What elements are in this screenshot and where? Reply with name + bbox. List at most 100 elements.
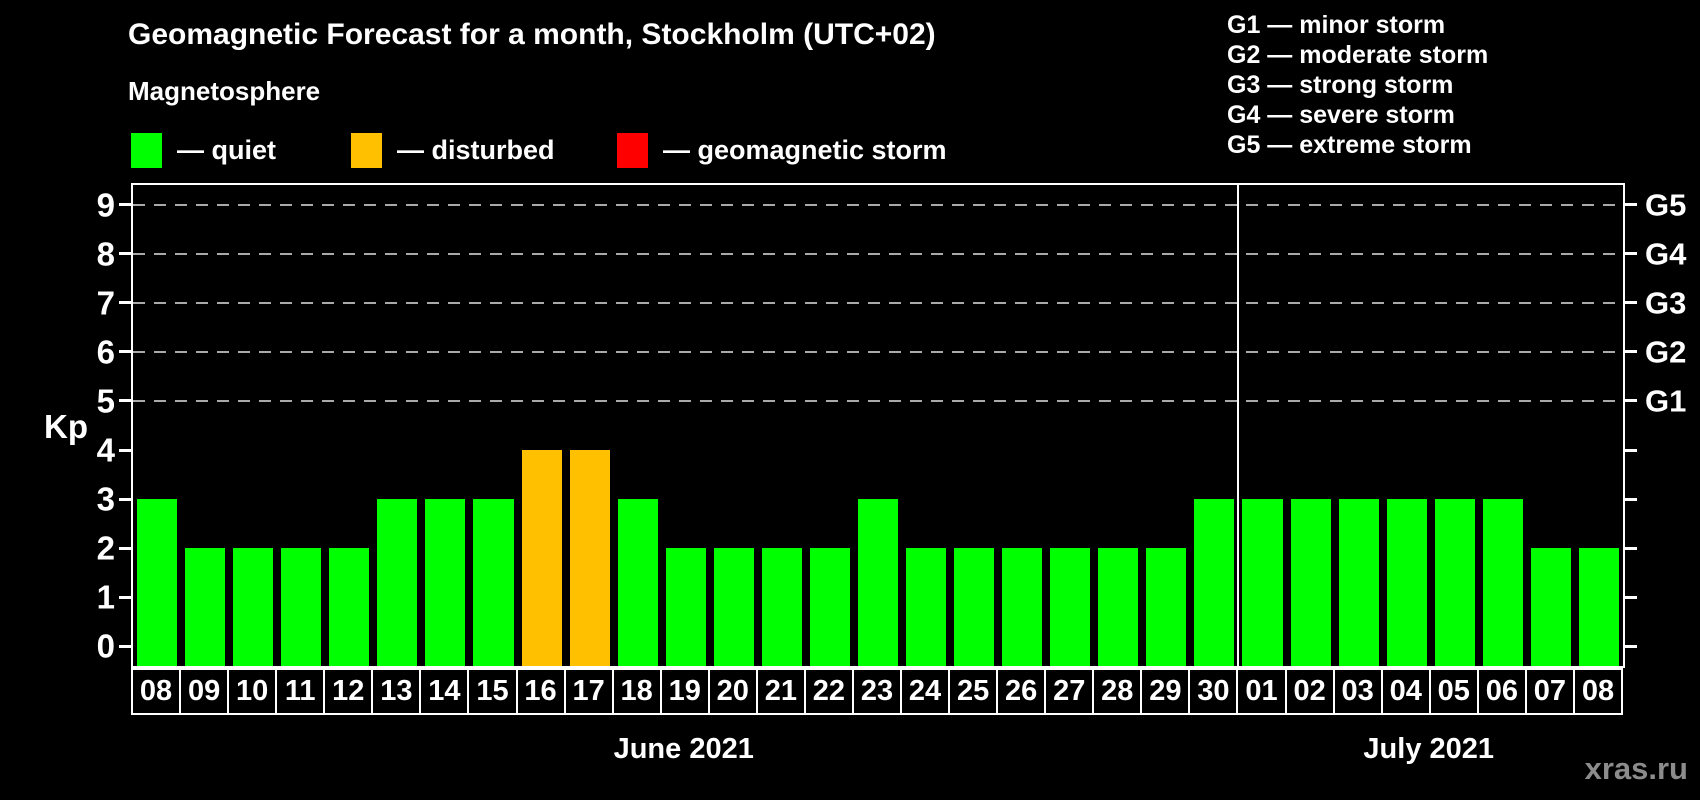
y-axis-tick-right [1625,644,1637,648]
day-label: 08 [131,668,182,715]
month-label: June 2021 [613,733,754,765]
legend-item-label: — geomagnetic storm [663,134,947,165]
kp-bar-day-12 [329,548,370,666]
kp-bar-day-11 [281,548,322,666]
y-tick-label: 2 [96,529,115,567]
kp-bar-day-08 [1578,548,1619,666]
day-label: 12 [323,668,374,715]
day-label: 20 [707,668,758,715]
day-label: 13 [371,668,422,715]
y-axis-tick-left [119,399,131,403]
y-tick-label: 6 [96,333,115,371]
y-tick-label: 7 [96,284,115,322]
legend-item-storm: — geomagnetic storm [617,128,947,172]
kp-bar-day-24 [906,548,947,666]
g-level-gridline [133,399,1623,402]
g-axis-tick-label: G2 [1645,334,1687,370]
y-axis-tick-right [1625,301,1637,305]
day-label: 07 [1524,668,1575,715]
month-divider-line [1237,185,1240,666]
kp-bar-day-01 [1242,499,1283,666]
day-label: 23 [851,668,903,715]
g-axis-tick-label: G4 [1645,236,1687,272]
legend-swatch-storm [617,132,648,168]
kp-bar-day-15 [473,499,514,666]
legend-item-label: — quiet [177,134,276,165]
day-label: 19 [659,668,710,715]
magnetosphere-legend: — quiet — disturbed — geomagnetic storm [131,128,1081,172]
day-label: 21 [755,668,806,715]
day-label: 24 [900,668,951,715]
y-tick-label: 3 [96,480,115,518]
y-tick-label: 9 [96,186,115,224]
g-scale-legend-line: G2 — moderate storm [1227,41,1489,69]
g-level-gridline [133,203,1623,206]
g-axis-tick-label: G1 [1645,383,1687,419]
day-label: 15 [467,668,518,715]
month-label: July 2021 [1363,733,1495,765]
plot-area: G1 G2 G3 G4 G5 0 1 2 3 4 5 6 7 8 9 [97,183,1686,668]
g-axis-tick-label: G3 [1645,285,1687,321]
watermark: xras.ru [1584,751,1688,786]
day-label: 04 [1380,668,1431,715]
g-scale-legend-line: G1 — minor storm [1227,11,1446,39]
y-tick-label: 5 [96,382,115,420]
g-scale-legend: G1 — minor storm G2 — moderate storm G3 — … [1227,10,1488,160]
kp-bar-day-21 [761,548,802,666]
kp-bar-day-06 [1482,499,1523,666]
kp-bar-day-19 [665,548,706,666]
kp-bar-day-26 [1002,548,1043,666]
day-label: 25 [948,668,999,715]
y-tick-label: 1 [96,578,115,616]
kp-bar-day-23 [857,499,899,666]
kp-bar-day-17 [569,450,610,666]
day-label: 28 [1092,668,1143,715]
g-level-gridline [133,252,1623,255]
y-axis-tick-right [1625,399,1637,403]
legend-item-quiet: — quiet [131,128,276,172]
y-axis-tick-right [1625,203,1637,207]
y-axis-tick-right [1625,448,1637,452]
y-axis-tick-left [119,497,131,501]
day-label: 18 [611,668,662,715]
legend-swatch-quiet [131,132,162,168]
chart-title: Geomagnetic Forecast for a month, Stockh… [128,18,936,51]
g-scale-legend-line: G3 — strong storm [1227,71,1454,99]
y-axis-tick-right [1625,595,1637,599]
legend-item-label: — disturbed [397,134,555,165]
g-level-gridline [133,350,1623,353]
day-label: 22 [803,668,854,715]
day-label: 02 [1284,668,1335,715]
g-scale-legend-line: G4 — severe storm [1227,101,1455,129]
y-axis-tick-left [119,350,131,354]
y-tick-label: 4 [96,431,115,469]
y-axis-tick-left [119,203,131,207]
day-label: 09 [179,668,230,715]
kp-bar-day-05 [1434,499,1475,666]
magnetosphere-label: Magnetosphere [128,76,321,106]
day-label: 26 [996,668,1047,715]
kp-bar-day-10 [233,548,274,666]
kp-bar-day-30 [1194,499,1235,666]
kp-bar-day-27 [1050,548,1091,666]
y-axis-tick-right [1625,252,1637,256]
day-label: 06 [1476,668,1527,715]
y-axis-tick-right [1625,497,1637,501]
day-label: 27 [1044,668,1095,715]
day-axis: 08 09 10 11 12 13 14 15 16 17 18 19 20 21 22 23 24 25 26 27… [131,668,1625,715]
y-axis-tick-left [119,448,131,452]
kp-axis-label: Kp [44,408,88,445]
y-tick-label: 8 [96,235,115,273]
y-axis-tick-left [119,546,131,550]
day-label: 05 [1428,668,1479,715]
y-axis-tick-left [119,595,131,599]
kp-bar-day-16 [521,450,562,666]
day-label: 10 [227,668,278,715]
kp-bar-day-13 [377,499,418,666]
day-label: 14 [419,668,470,715]
day-label: 16 [515,668,566,715]
kp-bar-day-22 [809,548,850,666]
legend-item-disturbed: — disturbed [351,128,555,172]
y-tick-label: 0 [96,627,115,665]
